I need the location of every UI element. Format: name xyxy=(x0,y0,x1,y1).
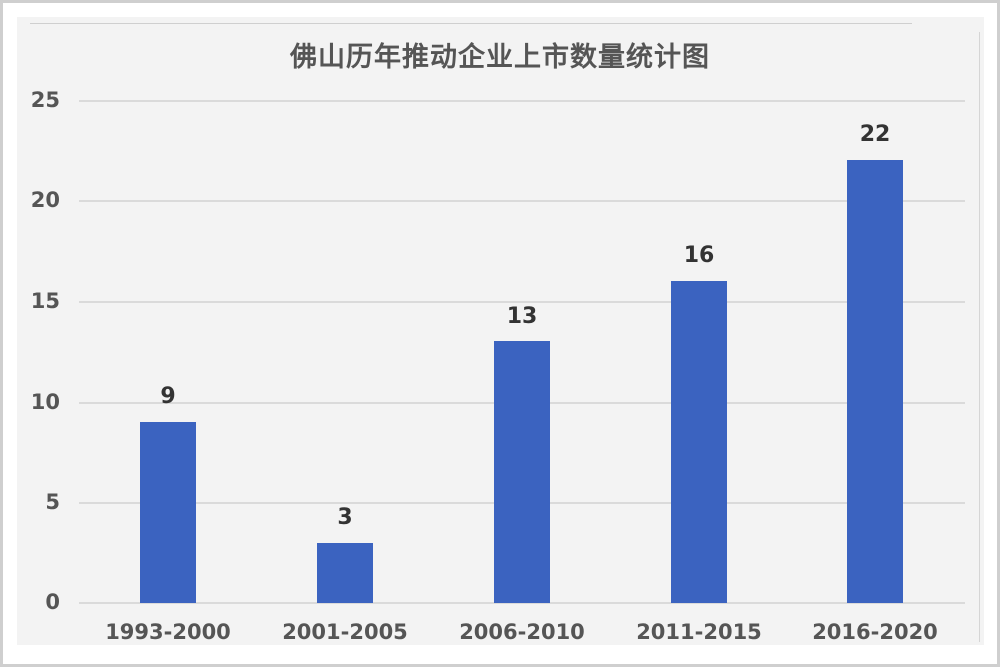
bar-1993-2000 xyxy=(140,422,196,603)
data-label-2011-2015: 16 xyxy=(683,243,715,268)
bar-2006-2010 xyxy=(494,341,550,603)
right-divider xyxy=(979,32,980,642)
gridline-0 xyxy=(79,602,965,604)
x-tick-2001-2005: 2001-2005 xyxy=(282,620,408,644)
x-tick-2011-2015: 2011-2015 xyxy=(636,620,762,644)
y-tick-25: 25 xyxy=(30,88,60,112)
bar-2011-2015 xyxy=(671,281,727,603)
chart-title: 佛山历年推动企业上市数量统计图 xyxy=(290,42,710,73)
gridline-15 xyxy=(79,301,965,303)
x-tick-1993-2000: 1993-2000 xyxy=(105,620,231,644)
bar-2001-2005 xyxy=(317,543,373,603)
y-tick-20: 20 xyxy=(30,188,60,212)
data-label-2001-2005: 3 xyxy=(337,505,353,530)
gridline-20 xyxy=(79,200,965,202)
data-label-1993-2000: 9 xyxy=(160,384,176,409)
data-label-2016-2020: 22 xyxy=(859,122,891,147)
x-tick-2016-2020: 2016-2020 xyxy=(812,620,938,644)
top-divider xyxy=(30,23,912,24)
gridline-25 xyxy=(79,100,965,102)
y-tick-5: 5 xyxy=(45,490,60,514)
x-tick-2006-2010: 2006-2010 xyxy=(459,620,585,644)
y-tick-10: 10 xyxy=(30,390,60,414)
bar-2016-2020 xyxy=(847,160,903,603)
data-label-2006-2010: 13 xyxy=(506,304,538,329)
y-tick-0: 0 xyxy=(45,590,60,614)
y-tick-15: 15 xyxy=(30,289,60,313)
